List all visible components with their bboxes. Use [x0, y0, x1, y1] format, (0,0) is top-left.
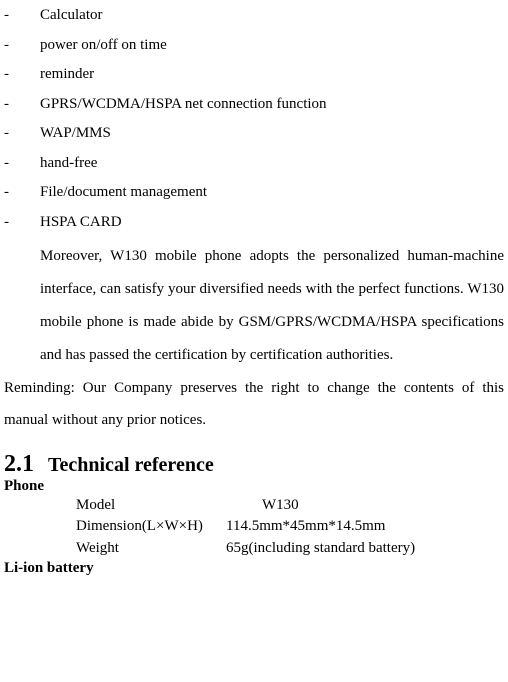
- bullet-dash: -: [4, 211, 40, 234]
- bullet-item: - power on/off on time: [4, 34, 504, 57]
- spec-row: Model W130: [76, 495, 504, 517]
- spec-value: W130: [226, 495, 504, 517]
- bullet-dash: -: [4, 152, 40, 175]
- bullet-dash: -: [4, 181, 40, 204]
- subheading-battery: Li-ion battery: [4, 560, 504, 577]
- bullet-dash: -: [4, 34, 40, 57]
- bullet-item: - HSPA CARD: [4, 211, 504, 234]
- reminder-paragraph: Reminding: Our Company preserves the rig…: [4, 372, 504, 437]
- section-title: Technical reference: [48, 454, 214, 476]
- bullet-item: - GPRS/WCDMA/HSPA net connection functio…: [4, 93, 504, 116]
- spec-label: Dimension(L×W×H): [76, 516, 226, 538]
- bullet-dash: -: [4, 4, 40, 27]
- bullet-item: - hand-free: [4, 152, 504, 175]
- spec-label: Model: [76, 495, 226, 517]
- bullet-text: hand-free: [40, 152, 504, 175]
- section-header: 2.1 Technical reference: [4, 451, 504, 478]
- bullet-dash: -: [4, 122, 40, 145]
- bullet-dash: -: [4, 93, 40, 116]
- spec-value: 114.5mm*45mm*14.5mm: [226, 516, 504, 538]
- bullet-text: Calculator: [40, 4, 504, 27]
- bullet-dash: -: [4, 63, 40, 86]
- spec-row: Dimension(L×W×H) 114.5mm*45mm*14.5mm: [76, 516, 504, 538]
- bullet-item: - reminder: [4, 63, 504, 86]
- bullet-text: HSPA CARD: [40, 211, 504, 234]
- bullet-item: - WAP/MMS: [4, 122, 504, 145]
- bullet-text: File/document management: [40, 181, 504, 204]
- section-number: 2.1: [4, 451, 34, 478]
- spec-label: Weight: [76, 538, 226, 560]
- spec-value: 65g(including standard battery): [226, 538, 504, 560]
- bullet-text: reminder: [40, 63, 504, 86]
- subheading-phone: Phone: [4, 478, 504, 495]
- bullet-text: WAP/MMS: [40, 122, 504, 145]
- bullet-item: - Calculator: [4, 4, 504, 27]
- feature-paragraph: Moreover, W130 mobile phone adopts the p…: [40, 240, 504, 372]
- spec-row: Weight 65g(including standard battery): [76, 538, 504, 560]
- bullet-item: - File/document management: [4, 181, 504, 204]
- bullet-text: power on/off on time: [40, 34, 504, 57]
- bullet-text: GPRS/WCDMA/HSPA net connection function: [40, 93, 504, 116]
